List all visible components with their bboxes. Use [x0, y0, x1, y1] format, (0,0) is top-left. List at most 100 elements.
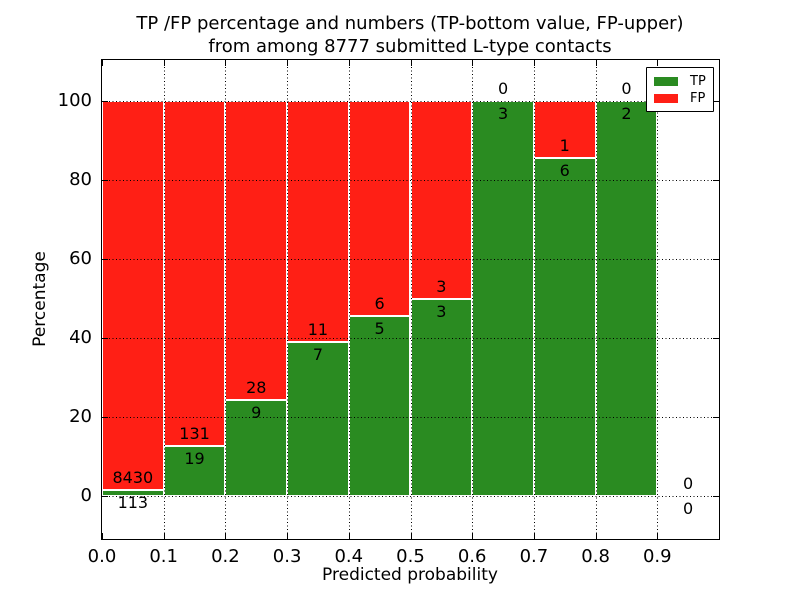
x-tick-mark [410, 533, 412, 539]
x-tick-label: 0.8 [581, 546, 610, 567]
x-tick-label: 0.9 [642, 546, 672, 567]
x-axis-label: Predicted probability [322, 565, 498, 585]
bar-tp-segment [410, 298, 473, 496]
y-tick-label: 40 [69, 326, 92, 348]
gridline-vertical [287, 60, 289, 539]
tp-count-label: 0 [683, 498, 694, 518]
x-tick-label: 0.3 [272, 546, 302, 567]
legend-swatch-fp [654, 94, 678, 103]
x-tick-mark [472, 533, 474, 539]
x-tick-mark [657, 533, 659, 539]
bar-fp-segment [287, 101, 349, 343]
y-tick-mark [102, 416, 108, 418]
y-tick-mark [102, 495, 108, 497]
x-tick-mark [595, 533, 597, 539]
y-tick-mark [713, 337, 719, 339]
tp-count-label: 5 [374, 319, 385, 339]
bar-tp-segment [472, 101, 534, 496]
gridline-vertical [533, 60, 535, 539]
x-tick-mark [533, 533, 535, 539]
x-tick-label: 0.4 [334, 546, 364, 567]
x-tick-label: 0.0 [87, 546, 117, 567]
y-tick-mark [713, 495, 719, 497]
x-tick-mark [163, 533, 165, 539]
fp-count-label: 11 [307, 320, 329, 340]
gridline-vertical [472, 60, 474, 539]
gridline-vertical [657, 60, 659, 539]
gridline-horizontal [102, 337, 719, 339]
x-tick-mark [102, 533, 103, 539]
y-tick-label: 100 [57, 90, 92, 112]
x-tick-mark [533, 60, 535, 66]
bar-fp-segment [348, 101, 411, 317]
legend: TP FP [646, 67, 714, 112]
y-tick-label: 20 [69, 405, 92, 427]
gridline-vertical [225, 60, 227, 539]
x-tick-mark [163, 60, 165, 66]
x-tick-label: 0.1 [149, 546, 178, 567]
x-tick-mark [410, 60, 412, 66]
chart-title-line2: from among 8777 submitted L-type contact… [208, 36, 612, 57]
x-tick-mark [348, 60, 350, 66]
x-tick-mark [287, 533, 289, 539]
legend-swatch-tp [654, 77, 678, 86]
y-tick-label: 80 [69, 169, 92, 191]
y-tick-mark [713, 101, 719, 103]
fp-count-label: 0 [621, 79, 632, 99]
x-tick-mark [472, 60, 474, 66]
x-tick-label: 0.6 [457, 546, 487, 567]
bar-tp-segment [533, 157, 596, 496]
gridline-horizontal [102, 495, 719, 497]
gridline-vertical [595, 60, 597, 539]
gridline-horizontal [102, 259, 719, 261]
gridline-vertical [410, 60, 412, 539]
tp-count-label: 6 [559, 160, 570, 180]
y-tick-mark [102, 101, 108, 103]
x-tick-mark [595, 60, 597, 66]
gridline-vertical [163, 60, 165, 539]
x-tick-mark [348, 533, 350, 539]
fp-count-label: 131 [179, 423, 210, 443]
bar-tp-segment [595, 101, 658, 496]
bar-tp-segment [102, 490, 164, 496]
tp-count-label: 113 [117, 493, 149, 513]
gridline-horizontal [102, 416, 719, 418]
plot-area: 8430 113 131 19 28 9 11 7 6 5 3 3 0 3 1 6 0 2 0 0 [101, 59, 720, 540]
y-tick-label: 0 [80, 484, 92, 506]
x-tick-mark [657, 60, 659, 66]
x-tick-label: 0.2 [211, 546, 240, 567]
tp-count-label: 19 [184, 448, 205, 468]
fp-count-label: 0 [497, 79, 509, 99]
x-tick-mark [102, 60, 103, 66]
x-tick-mark [225, 60, 227, 66]
fp-count-label: 1 [559, 135, 570, 155]
legend-entry-tp: TP [654, 73, 713, 90]
y-tick-mark [713, 180, 719, 182]
tp-count-label: 7 [312, 345, 324, 365]
bar-fp-segment [163, 101, 226, 446]
x-tick-mark [225, 533, 227, 539]
chart-title: TP /FP percentage and numbers (TP-bottom… [136, 12, 683, 58]
x-tick-mark [287, 60, 289, 66]
legend-entry-fp: FP [654, 90, 713, 107]
bar-fp-segment [102, 101, 164, 491]
y-tick-mark [713, 416, 719, 418]
gridline-horizontal [102, 180, 719, 182]
fp-count-label: 6 [374, 294, 385, 314]
gridline-horizontal [102, 101, 719, 103]
x-tick-label: 0.5 [396, 546, 425, 567]
legend-label-tp: TP [690, 74, 706, 89]
bar-fp-segment [225, 101, 288, 400]
tp-count-label: 3 [497, 104, 509, 124]
fp-count-label: 8430 [112, 468, 154, 488]
bar-tp-segment [287, 342, 349, 496]
y-tick-mark [102, 337, 108, 339]
fp-count-label: 3 [436, 276, 447, 296]
legend-label-fp: FP [690, 91, 706, 106]
bar-tp-segment [163, 445, 226, 496]
x-tick-label: 0.7 [519, 546, 549, 567]
tp-count-label: 9 [251, 402, 262, 422]
fp-count-label: 0 [683, 473, 694, 493]
tp-count-label: 3 [436, 301, 447, 321]
